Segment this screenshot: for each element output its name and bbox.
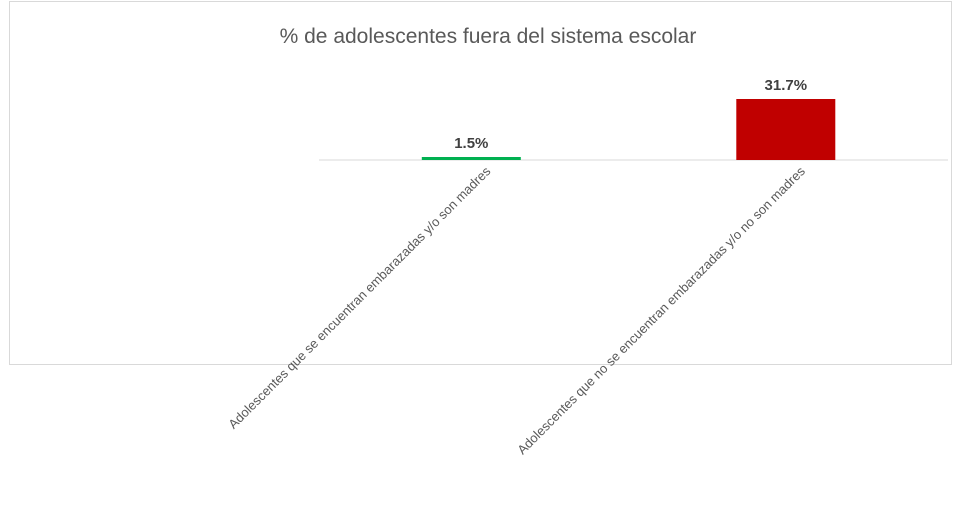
data-label-1: 1.5% bbox=[454, 135, 488, 152]
bar-2 bbox=[736, 99, 836, 160]
chart-title: % de adolescentes fuera del sistema esco… bbox=[280, 25, 697, 48]
data-label-2: 31.7% bbox=[765, 77, 808, 94]
chart-area bbox=[9, 1, 952, 365]
bar-series: 1.5% Adolescentes que se encuentran embar… bbox=[225, 77, 836, 457]
category-label-2: Adolescentes que no se encuentran embara… bbox=[514, 163, 808, 457]
bar-1 bbox=[421, 157, 521, 160]
category-label-1: Adolescentes que se encuentran embarazad… bbox=[225, 163, 494, 432]
